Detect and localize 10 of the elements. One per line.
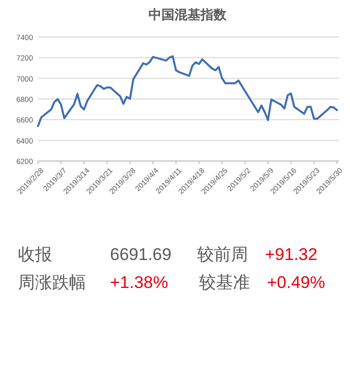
text: 收报	[18, 245, 52, 264]
text: +1.38%	[110, 273, 168, 292]
line-series	[37, 55, 338, 128]
text: +91.32	[265, 245, 318, 264]
text: 周涨跌幅	[18, 273, 86, 292]
text: +0.49%	[267, 273, 326, 292]
text: 较基准	[199, 273, 250, 292]
text: 6691.69	[110, 245, 172, 264]
chart-title: 中国混基指数	[148, 7, 228, 22]
text: 较前周	[197, 245, 248, 264]
